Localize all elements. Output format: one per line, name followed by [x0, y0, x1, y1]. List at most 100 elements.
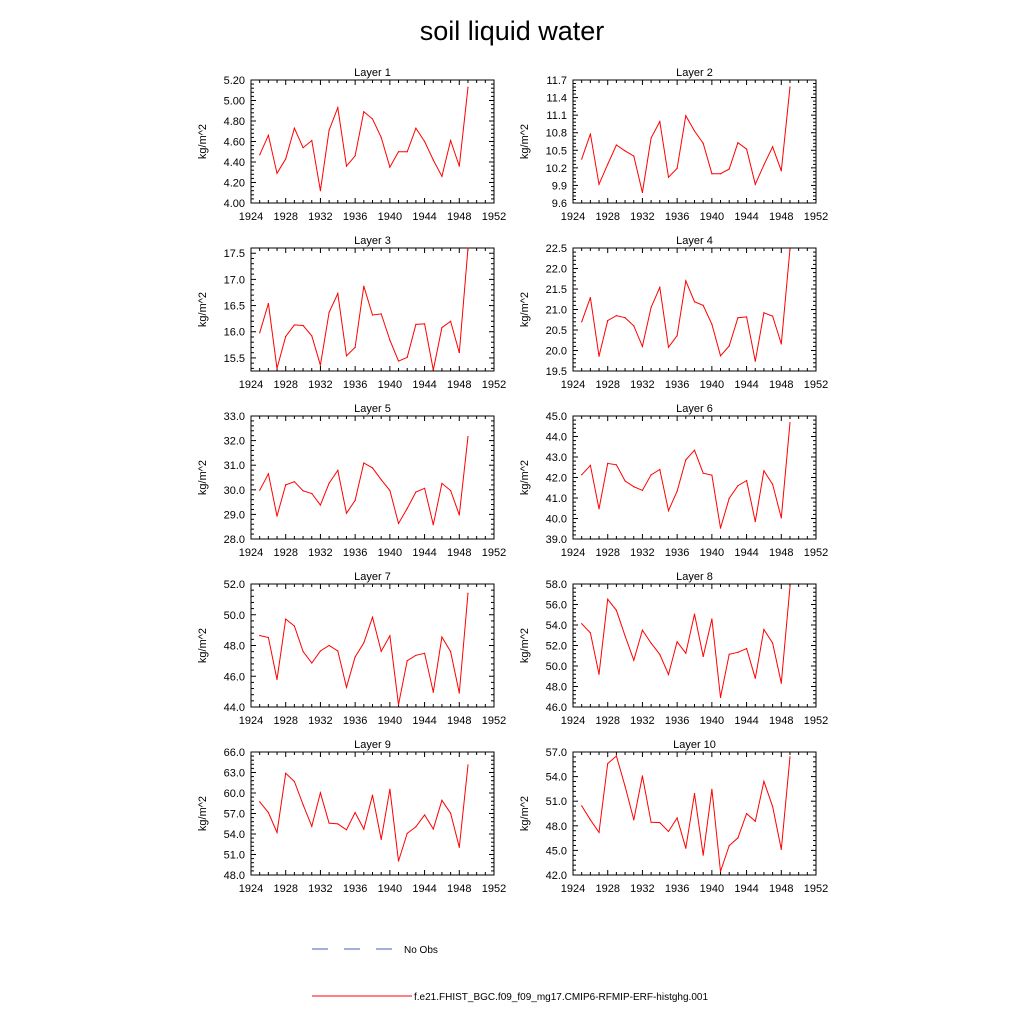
data-point: [772, 146, 774, 148]
y-tick-label: 16.5: [224, 301, 245, 313]
data-point: [276, 367, 278, 369]
data-point: [302, 324, 304, 327]
x-tick-label: 1932: [630, 379, 654, 391]
y-tick-label: 57.0: [546, 747, 567, 759]
y-tick-label: 45.0: [546, 411, 567, 423]
data-point: [354, 346, 356, 349]
data-point: [667, 346, 670, 348]
data-point: [319, 650, 322, 652]
x-tick-label: 1932: [630, 211, 654, 223]
y-tick-label: 44.0: [224, 702, 245, 714]
y-tick-label: 22.5: [546, 243, 567, 255]
data-point: [423, 323, 426, 325]
legend: No Obs f.e21.FHIST_BGC.f09_f09_mg17.CMIP…: [312, 945, 708, 1003]
data-point: [763, 164, 765, 166]
data-point: [302, 804, 304, 806]
data-point: [711, 474, 713, 476]
data-point: [598, 831, 600, 834]
data-point: [259, 801, 261, 803]
data-point: [259, 489, 261, 491]
x-tick-label: 1952: [804, 211, 828, 223]
data-point: [285, 484, 287, 486]
data-point: [389, 788, 391, 790]
x-tick-label: 1952: [804, 547, 828, 559]
panel-title: Layer 7: [354, 571, 391, 583]
data-point: [293, 481, 295, 483]
data-point: [589, 632, 591, 634]
data-point: [719, 527, 722, 529]
y-axis-label: kg/m^2: [197, 124, 209, 159]
y-tick-label: 58.0: [546, 579, 567, 591]
panel-layer-10: Layer 10 kg/m^2 1924 1928 1932 1936 1940 1944 19…: [519, 739, 828, 895]
panel-layer-3: Layer 3 kg/m^2 1924 1928 1932 1936 1940 1944 194…: [197, 235, 506, 391]
data-point: [406, 356, 408, 358]
data-point: [667, 510, 670, 512]
data-point: [415, 491, 417, 493]
data-point: [780, 170, 782, 172]
data-point: [458, 514, 460, 516]
x-tick-label: 1944: [734, 211, 758, 223]
data-point: [406, 660, 408, 662]
data-point: [363, 828, 365, 830]
data-point: [311, 139, 313, 142]
x-tick-label: 1952: [804, 379, 828, 391]
x-tick-label: 1948: [769, 547, 793, 559]
y-tick-label: 33.0: [224, 411, 245, 423]
data-point: [615, 464, 617, 466]
y-axis-label: kg/m^2: [519, 796, 531, 831]
data-point: [667, 176, 670, 178]
y-tick-label: 21.5: [546, 284, 567, 296]
data-point: [285, 335, 287, 338]
y-tick-label: 48.0: [546, 682, 567, 694]
data-point: [598, 673, 600, 675]
data-point: [423, 652, 426, 654]
data-point: [328, 482, 330, 484]
data-point: [267, 811, 269, 814]
data-point: [345, 355, 348, 357]
x-tick-label: 1932: [630, 547, 654, 559]
data-point: [276, 172, 278, 174]
legend-model-label: f.e21.FHIST_BGC.f09_f09_mg17.CMIP6-RFMIP…: [414, 992, 708, 1003]
x-tick-label: 1924: [561, 715, 585, 727]
x-tick-label: 1928: [595, 547, 619, 559]
data-point: [581, 623, 583, 625]
data-point: [371, 118, 374, 120]
data-point: [693, 613, 696, 615]
data-point: [772, 315, 774, 317]
data-point: [650, 306, 652, 309]
data-point: [772, 805, 774, 807]
data-point: [397, 360, 400, 362]
y-tick-label: 48.0: [546, 821, 567, 833]
data-point: [450, 139, 452, 142]
data-point: [423, 140, 426, 143]
x-tick-label: 1940: [378, 211, 402, 223]
y-tick-label: 9.6: [552, 198, 567, 210]
y-tick-label: 46.0: [546, 702, 567, 714]
data-point: [607, 598, 609, 600]
y-tick-label: 19.5: [546, 366, 567, 378]
y-tick-label: 9.9: [552, 180, 567, 192]
data-point: [737, 142, 739, 144]
data-point: [589, 133, 591, 135]
x-tick-label: 1940: [378, 883, 402, 895]
y-tick-label: 52.0: [546, 641, 567, 653]
panel-title: Layer 9: [354, 739, 391, 751]
data-point: [685, 459, 687, 461]
data-point: [354, 499, 356, 501]
data-point: [789, 421, 791, 424]
data-point: [380, 313, 382, 315]
data-point: [423, 814, 426, 816]
data-point: [754, 820, 756, 822]
x-tick-label: 1936: [343, 379, 367, 391]
data-point: [423, 487, 426, 489]
y-tick-label: 43.0: [546, 452, 567, 464]
data-point: [432, 691, 434, 693]
data-point: [467, 86, 469, 88]
data-point: [685, 847, 687, 849]
data-point: [615, 315, 617, 317]
data-point: [772, 642, 774, 644]
x-tick-label: 1940: [700, 715, 724, 727]
y-tick-label: 28.0: [224, 534, 245, 546]
y-tick-label: 32.0: [224, 436, 245, 448]
panel-layer-1: Layer 1 kg/m^2 1924 1928 1932 1936 1940 1944 194…: [197, 67, 506, 223]
